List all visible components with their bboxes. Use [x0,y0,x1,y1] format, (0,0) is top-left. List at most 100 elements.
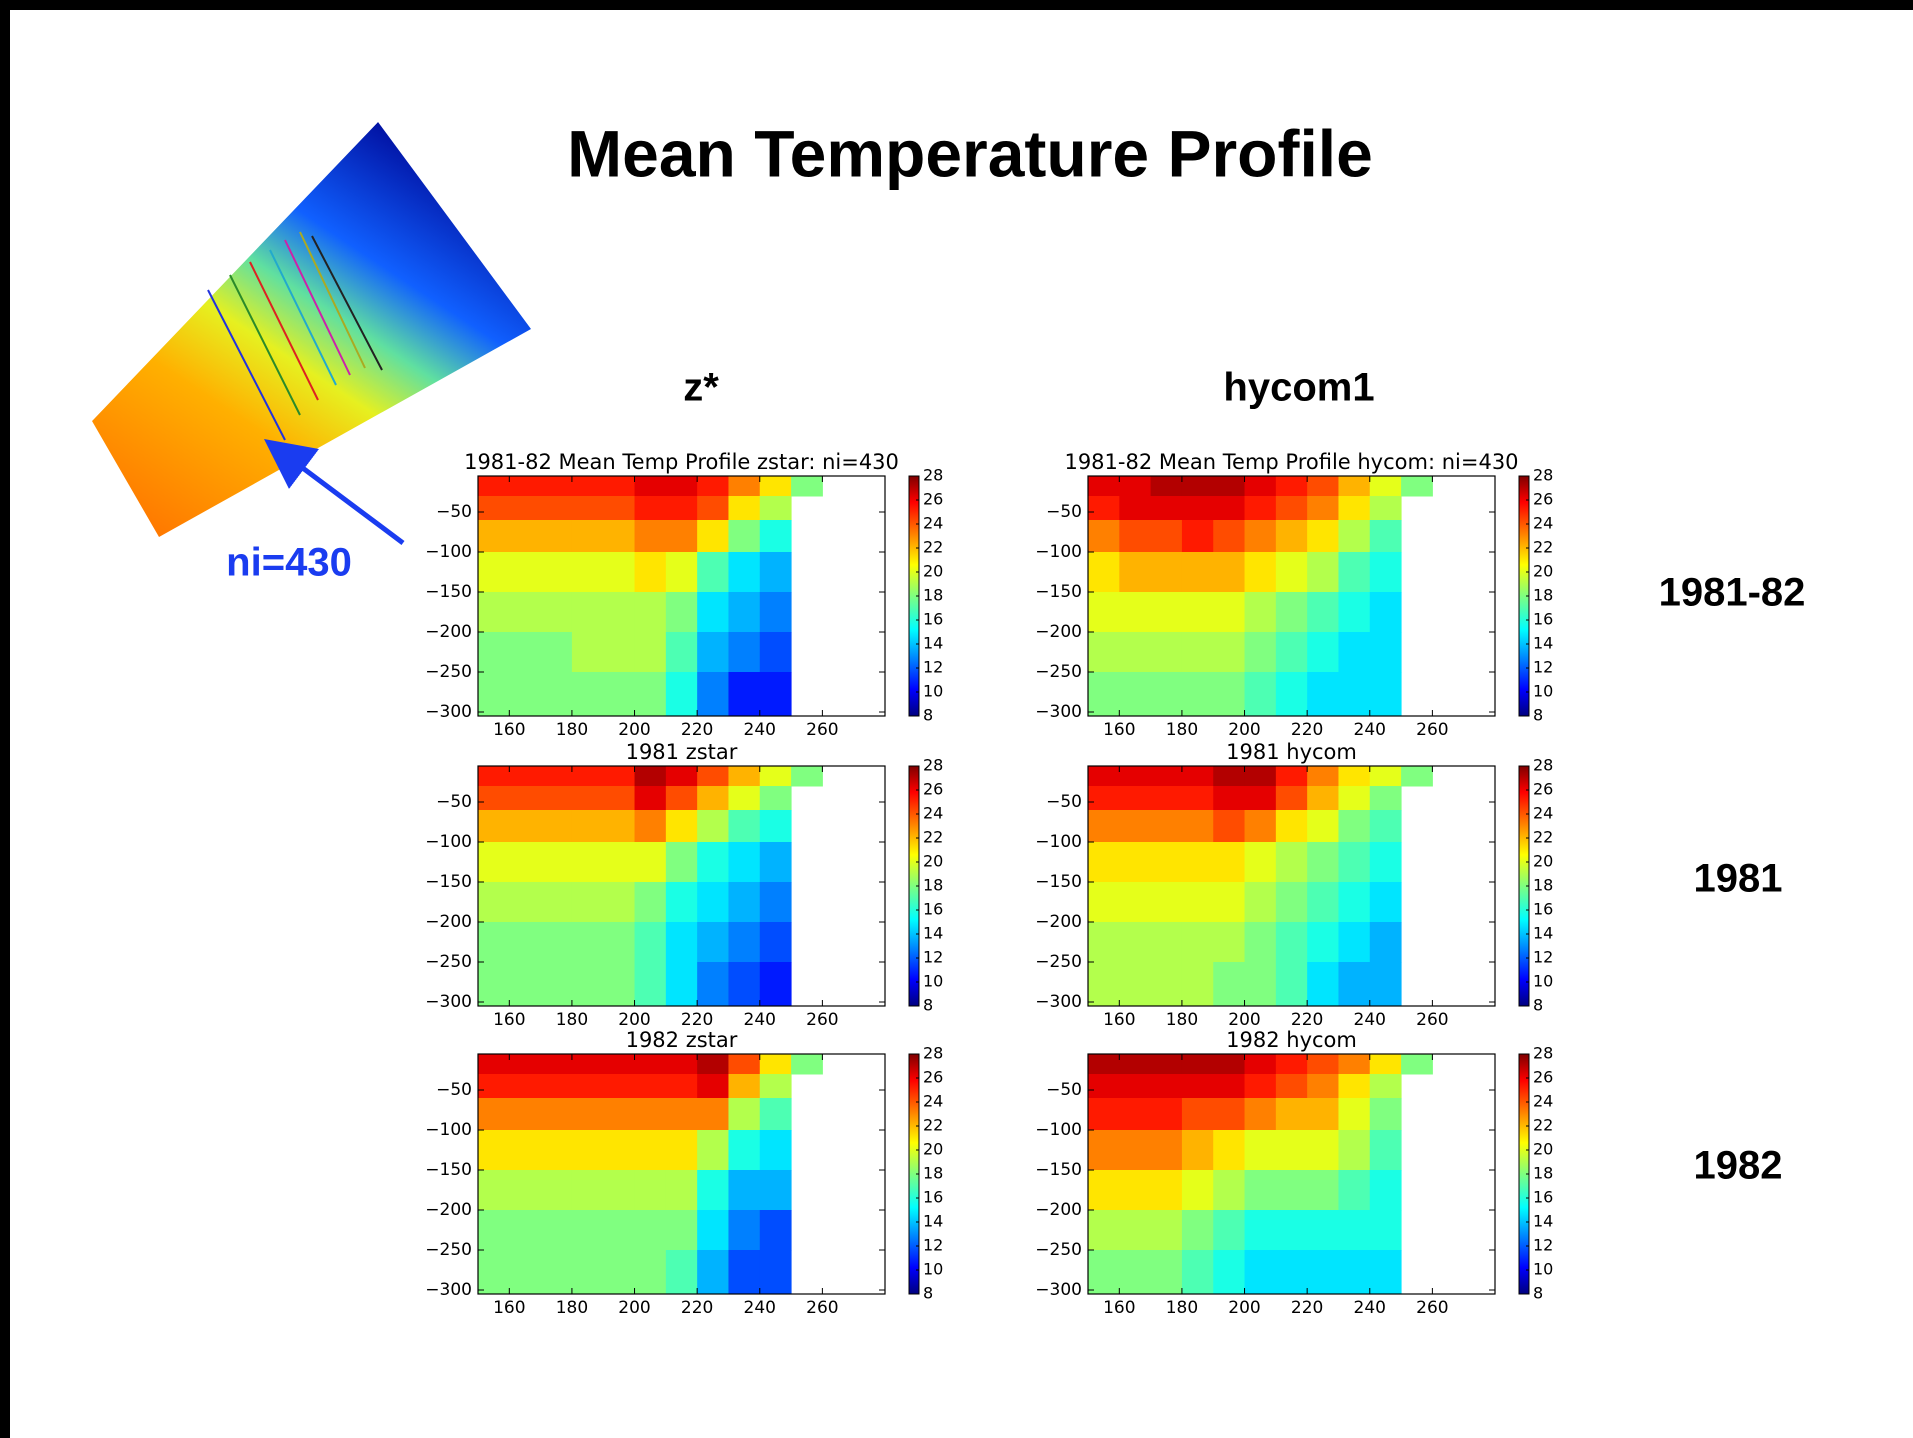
colorbar-tick-label: 10 [1533,1260,1553,1279]
heatmap-cell [572,1054,604,1075]
heatmap-cell [1213,842,1245,883]
heatmap-cell [509,672,541,717]
heatmap-cell [1182,552,1214,593]
x-tick-label: 200 [618,1010,650,1030]
heatmap-cell [1276,962,1308,1007]
y-tick-label: −50 [1046,1080,1082,1100]
heatmap-cell [728,552,760,593]
plot-title: 1982 zstar [626,1028,738,1052]
heatmap-cell [603,882,635,923]
heatmap-cell [1276,842,1308,883]
heatmap-cell [1182,1054,1214,1075]
heatmap-cell [1276,1210,1308,1251]
heatmap-cell [1307,842,1339,883]
heatmap-cell [666,496,698,521]
heatmap-cell [1151,922,1183,963]
heatmap-cell [603,786,635,811]
heatmap-cell [603,922,635,963]
heatmap-cell [1088,842,1120,883]
heatmap-cell [1119,476,1151,497]
colorbar-tick-label: 28 [923,756,943,775]
heatmap-cell [1276,496,1308,521]
heatmap-cell [1151,766,1183,787]
heatmap-cell [697,592,729,633]
heatmap-cell [1245,672,1277,717]
y-tick-label: −50 [436,1080,472,1100]
heatmap-cell [572,592,604,633]
heatmap-cell [603,1054,635,1075]
heatmap-cell [728,1054,760,1075]
heatmap-cell [697,1250,729,1295]
heatmap-cell [697,496,729,521]
heatmap-cell [1182,632,1214,673]
colorbar-tick-label: 10 [923,682,943,701]
y-tick-label: −250 [425,1240,472,1260]
heatmap-cell [1182,810,1214,843]
heatmap-cell [666,786,698,811]
heatmap-cell [728,1170,760,1211]
heatmap-cell [1245,1210,1277,1251]
column-header: z* [683,366,719,410]
heatmap-cell [1401,476,1433,497]
colorbar-tick-label: 8 [1533,1284,1543,1303]
heatmap-cell [760,632,792,673]
heatmap-cell [478,962,510,1007]
heatmap-cell [603,1130,635,1171]
heatmap-cell [509,1074,541,1099]
x-tick-label: 180 [1166,720,1198,740]
heatmap-cell [635,476,667,497]
heatmap-cell [478,766,510,787]
y-tick-label: −150 [425,582,472,602]
y-tick-label: −200 [425,912,472,932]
heatmap-cell [728,810,760,843]
y-tick-label: −200 [1035,622,1082,642]
colorbar-tick-label: 20 [1533,1140,1553,1159]
heatmap-cell [1370,1170,1402,1211]
heatmap-cell [1213,962,1245,1007]
heatmap-cell [541,632,573,673]
heatmap-cell [635,592,667,633]
colorbar-tick-label: 16 [1533,1188,1553,1207]
x-tick-label: 200 [1228,720,1260,740]
heatmap-cell [760,1074,792,1099]
colorbar-tick-label: 12 [923,658,943,677]
heatmap-cell [1119,810,1151,843]
heatmap-cell [1307,922,1339,963]
heatmap-cell [1119,632,1151,673]
heatmap-cell [1338,922,1370,963]
x-tick-label: 160 [493,720,525,740]
heatmap-cell [478,1054,510,1075]
map-label: ni=430 [226,541,352,585]
colorbar-tick-label: 24 [1533,514,1553,533]
heatmap-cell [1213,882,1245,923]
heatmap-cell [1088,632,1120,673]
heatmap-cell [1370,842,1402,883]
heatmap-cell [1370,962,1402,1007]
x-tick-label: 220 [1291,720,1323,740]
heatmap-cell [1151,672,1183,717]
heatmap-cell [1119,1170,1151,1211]
heatmap-cell [1119,1074,1151,1099]
heatmap-cell [1213,476,1245,497]
heatmap-cell [1276,632,1308,673]
x-tick-label: 260 [806,1298,838,1318]
heatmap-cell [1245,476,1277,497]
heatmap-cell [572,520,604,553]
y-tick-label: −200 [1035,912,1082,932]
x-tick-label: 260 [806,720,838,740]
colorbar-tick-label: 24 [923,1092,943,1111]
heatmap-cell [635,786,667,811]
heatmap-cell [697,672,729,717]
heatmap-cell [509,1170,541,1211]
heatmap-cell [760,552,792,593]
y-tick-label: −100 [1035,832,1082,852]
heatmap-cell [635,882,667,923]
heatmap-cell [1338,1098,1370,1131]
heatmap-cell [697,922,729,963]
heatmap-cell [1245,496,1277,521]
heatmap-cell [1119,1250,1151,1295]
heatmap-cell [697,786,729,811]
heatmap-cell [1276,1250,1308,1295]
x-tick-label: 180 [556,720,588,740]
colorbar-tick-label: 20 [923,562,943,581]
